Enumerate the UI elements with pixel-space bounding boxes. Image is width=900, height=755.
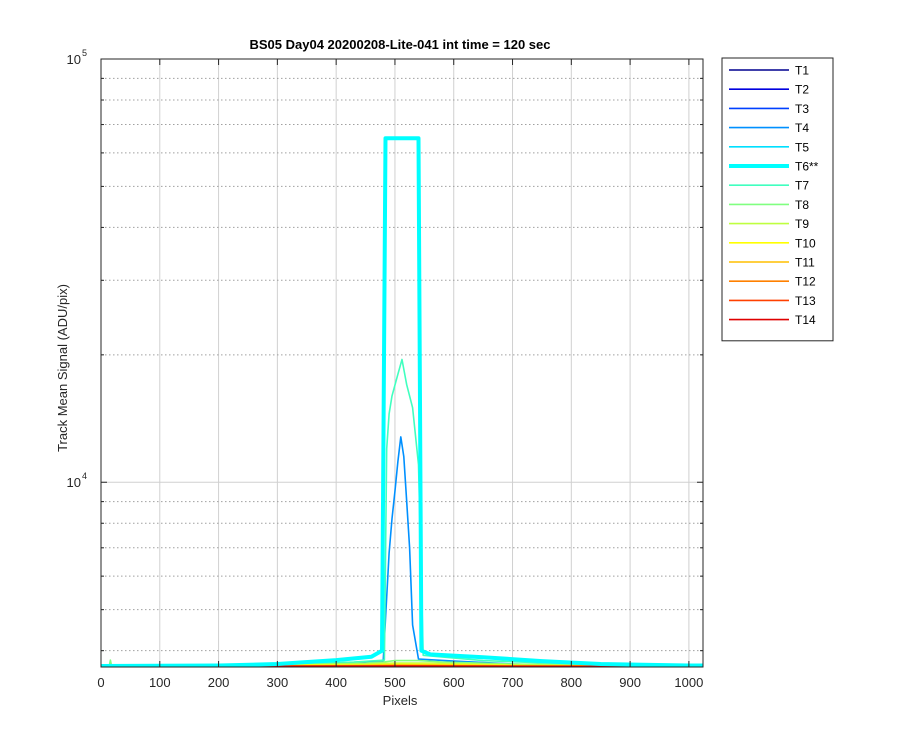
legend-label: T1 — [795, 64, 809, 78]
legend-label: T10 — [795, 236, 816, 250]
legend-label: T6** — [795, 160, 819, 174]
legend-label: T4 — [795, 121, 809, 135]
chart-title: BS05 Day04 20200208-Lite-041 int time = … — [250, 37, 551, 52]
legend-label: T9 — [795, 217, 809, 231]
x-tick-label: 500 — [384, 675, 406, 690]
x-tick-label: 700 — [502, 675, 524, 690]
y-axis-label: Track Mean Signal (ADU/pix) — [55, 284, 70, 452]
legend-label: T7 — [795, 179, 809, 193]
x-tick-label: 300 — [267, 675, 289, 690]
x-tick-label: 100 — [149, 675, 171, 690]
x-tick-label: 1000 — [674, 675, 703, 690]
x-tick-label: 0 — [97, 675, 104, 690]
y-tick-label: 10 — [67, 52, 81, 67]
legend-box — [722, 58, 833, 341]
series-line-T7 — [101, 360, 703, 667]
series-line-T4 — [101, 437, 703, 666]
legend-label: T5 — [795, 140, 809, 154]
legend-label: T13 — [795, 294, 816, 308]
legend-label: T8 — [795, 198, 809, 212]
x-tick-label: 800 — [560, 675, 582, 690]
y-tick-label: 10 — [67, 475, 81, 490]
legend: T1 T2 T3 T4 T5 T6** T7 T8 T9 T10 T11 T12 T13 T14 — [722, 58, 833, 341]
x-tick-label: 900 — [619, 675, 641, 690]
x-axis-label: Pixels — [383, 693, 418, 708]
legend-label: T2 — [795, 83, 809, 97]
y-tick-exponent: 4 — [82, 471, 87, 481]
x-tick-label: 200 — [208, 675, 230, 690]
legend-label: T12 — [795, 275, 816, 289]
legend-label: T3 — [795, 102, 809, 116]
x-tick-label: 600 — [443, 675, 465, 690]
x-tick-label: 400 — [325, 675, 347, 690]
legend-label: T11 — [795, 256, 815, 270]
legend-label: T14 — [795, 313, 816, 327]
y-tick-exponent: 5 — [82, 48, 87, 58]
series-lines — [101, 138, 703, 666]
series-line-T6 — [101, 138, 703, 666]
